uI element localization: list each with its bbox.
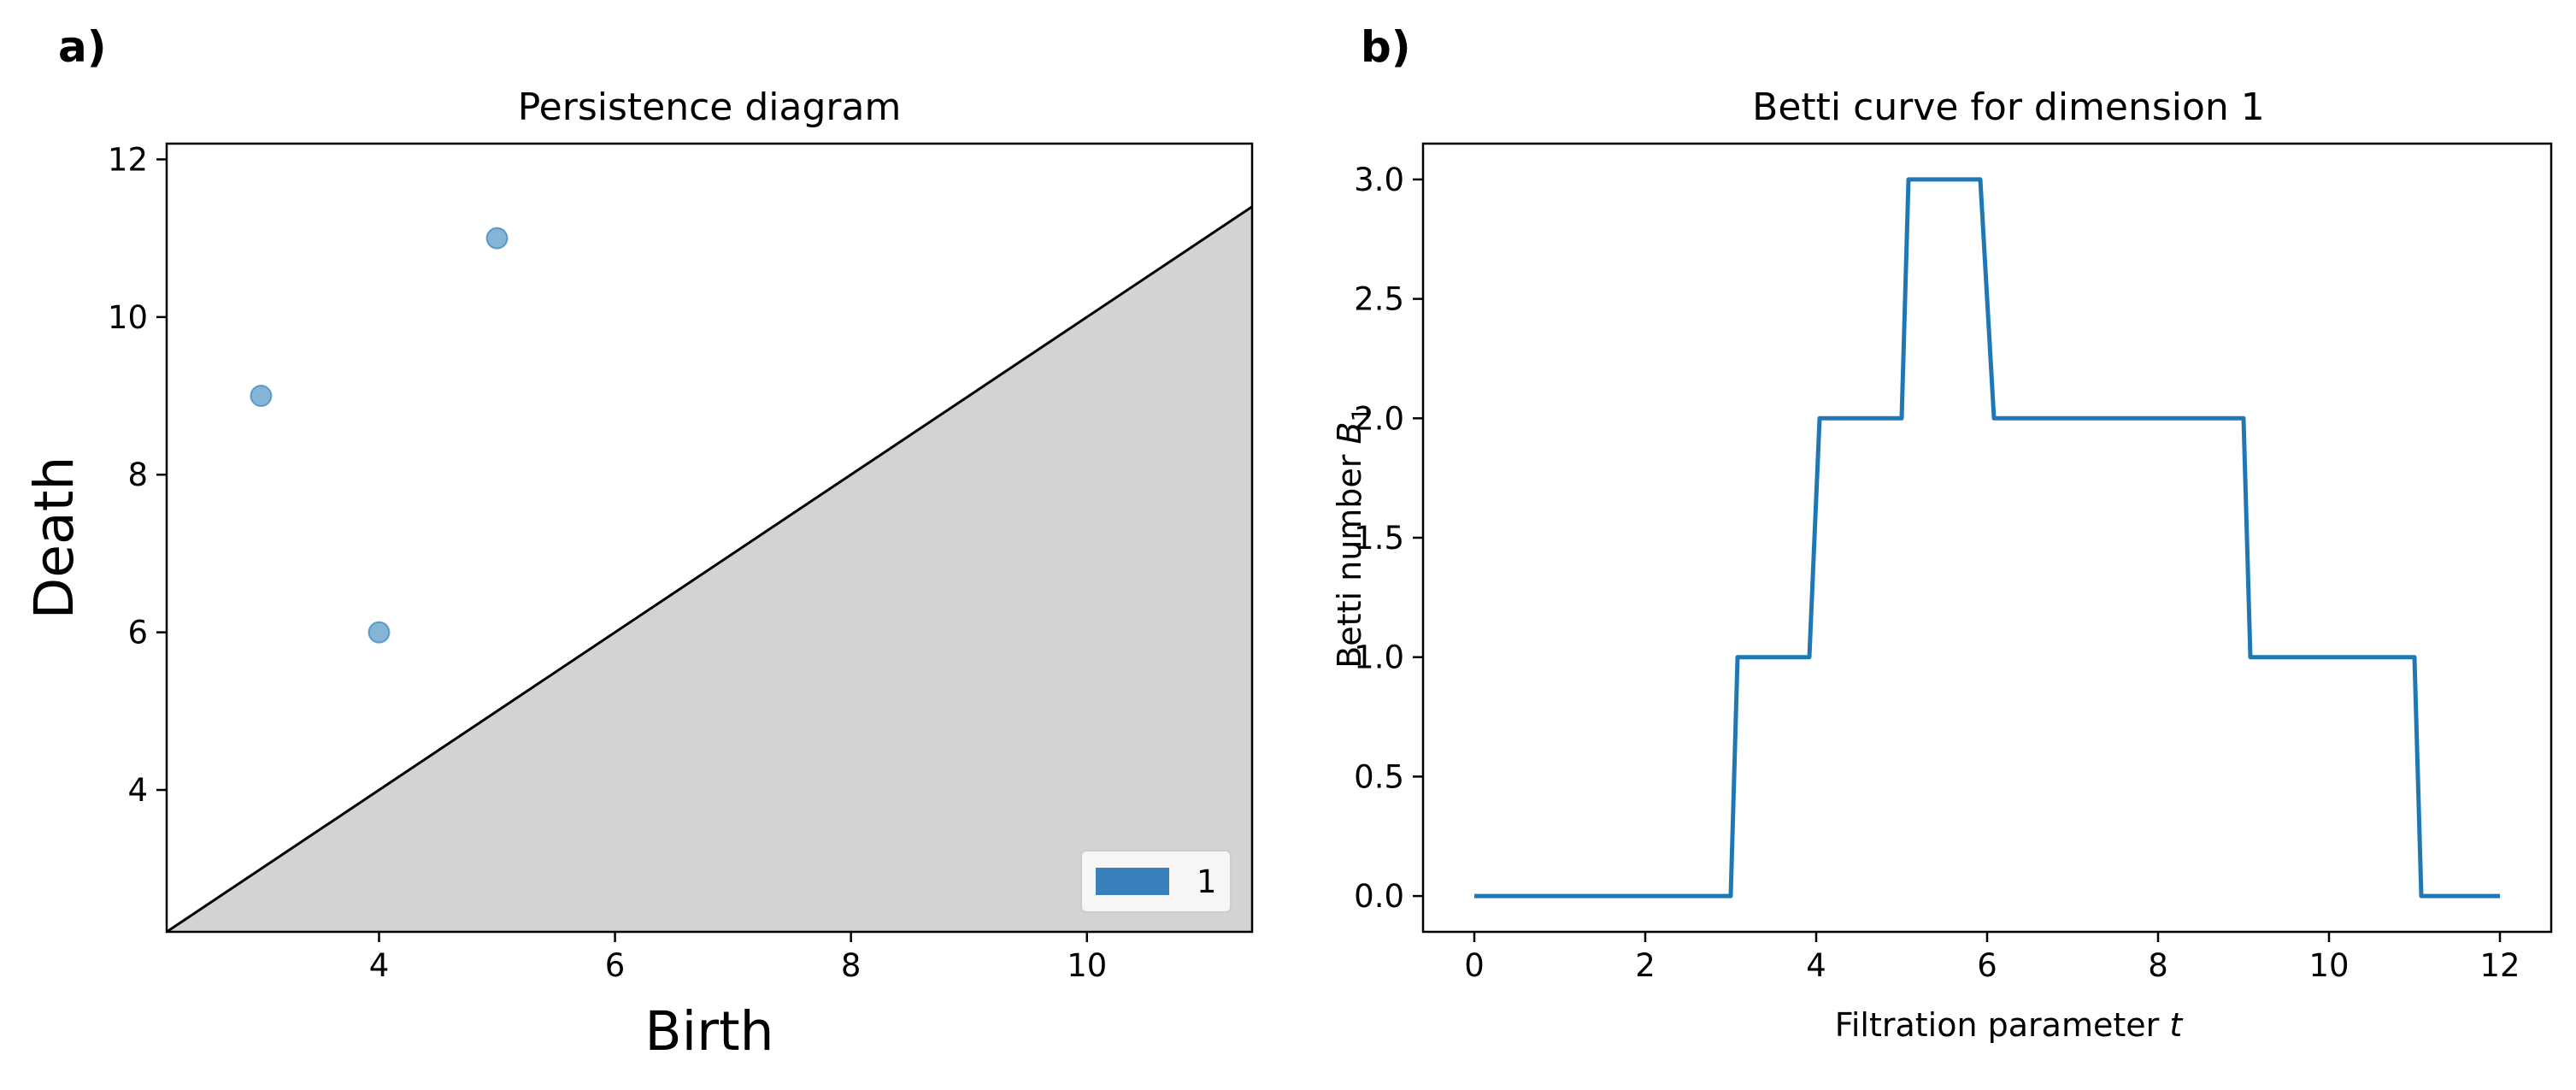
scatter-point bbox=[250, 385, 273, 408]
diagonal-line bbox=[166, 205, 1253, 934]
chart-a-title: Persistence diagram bbox=[518, 85, 902, 129]
y-tick-label: 1.5 bbox=[1354, 520, 1404, 557]
x-tick-label: 10 bbox=[2308, 947, 2349, 984]
betti-curve-chart: Betti curve for dimension 1 0 2 4 6 8 10 12 0.… bbox=[1331, 85, 2553, 1044]
panel-label-a: a) bbox=[58, 22, 107, 72]
scatter-point bbox=[485, 227, 509, 250]
chart-a-frame bbox=[165, 142, 1254, 934]
y-tick-label: 10 bbox=[108, 299, 148, 336]
chart-b-title: Betti curve for dimension 1 bbox=[1752, 85, 2265, 129]
x-tick-label: 6 bbox=[605, 947, 626, 984]
legend-entry-label: 1 bbox=[1197, 863, 1217, 900]
chart-b-xlabel: Filtration parameter t bbox=[1835, 1006, 2185, 1044]
y-tick-label: 2.0 bbox=[1354, 400, 1404, 437]
x-tick-label: 10 bbox=[1067, 947, 1107, 984]
y-tick-label: 1.0 bbox=[1354, 639, 1404, 676]
panel-label-b: b) bbox=[1361, 22, 1411, 72]
y-tick-label: 0.5 bbox=[1354, 758, 1404, 795]
y-tick-label: 8 bbox=[127, 457, 148, 493]
x-tick-label: 0 bbox=[1464, 947, 1485, 984]
y-tick-label: 12 bbox=[108, 141, 148, 178]
legend: 1 bbox=[1080, 850, 1232, 913]
legend-swatch bbox=[1096, 868, 1169, 895]
x-tick-label: 12 bbox=[2479, 947, 2520, 984]
x-tick-label: 4 bbox=[1806, 947, 1826, 984]
scatter-point bbox=[368, 621, 391, 644]
y-tick-label: 4 bbox=[127, 772, 148, 809]
x-tick-label: 4 bbox=[369, 947, 390, 984]
betti-curve-line bbox=[1474, 177, 2500, 899]
chart-a-xlabel: Birth bbox=[644, 1000, 773, 1063]
chart-a-ylabel: Death bbox=[23, 457, 85, 620]
x-tick-label: 2 bbox=[1635, 947, 1656, 984]
y-tick-label: 6 bbox=[127, 615, 148, 651]
x-tick-label: 8 bbox=[2148, 947, 2168, 984]
y-tick-label: 2.5 bbox=[1354, 281, 1404, 318]
y-tick-label: 0.0 bbox=[1354, 878, 1404, 915]
chart-b-ylabel: Betti number B1 bbox=[1331, 407, 1374, 669]
x-tick-label: 6 bbox=[1977, 947, 1997, 984]
y-tick-label: 3.0 bbox=[1354, 162, 1404, 198]
x-tick-label: 8 bbox=[841, 947, 862, 984]
